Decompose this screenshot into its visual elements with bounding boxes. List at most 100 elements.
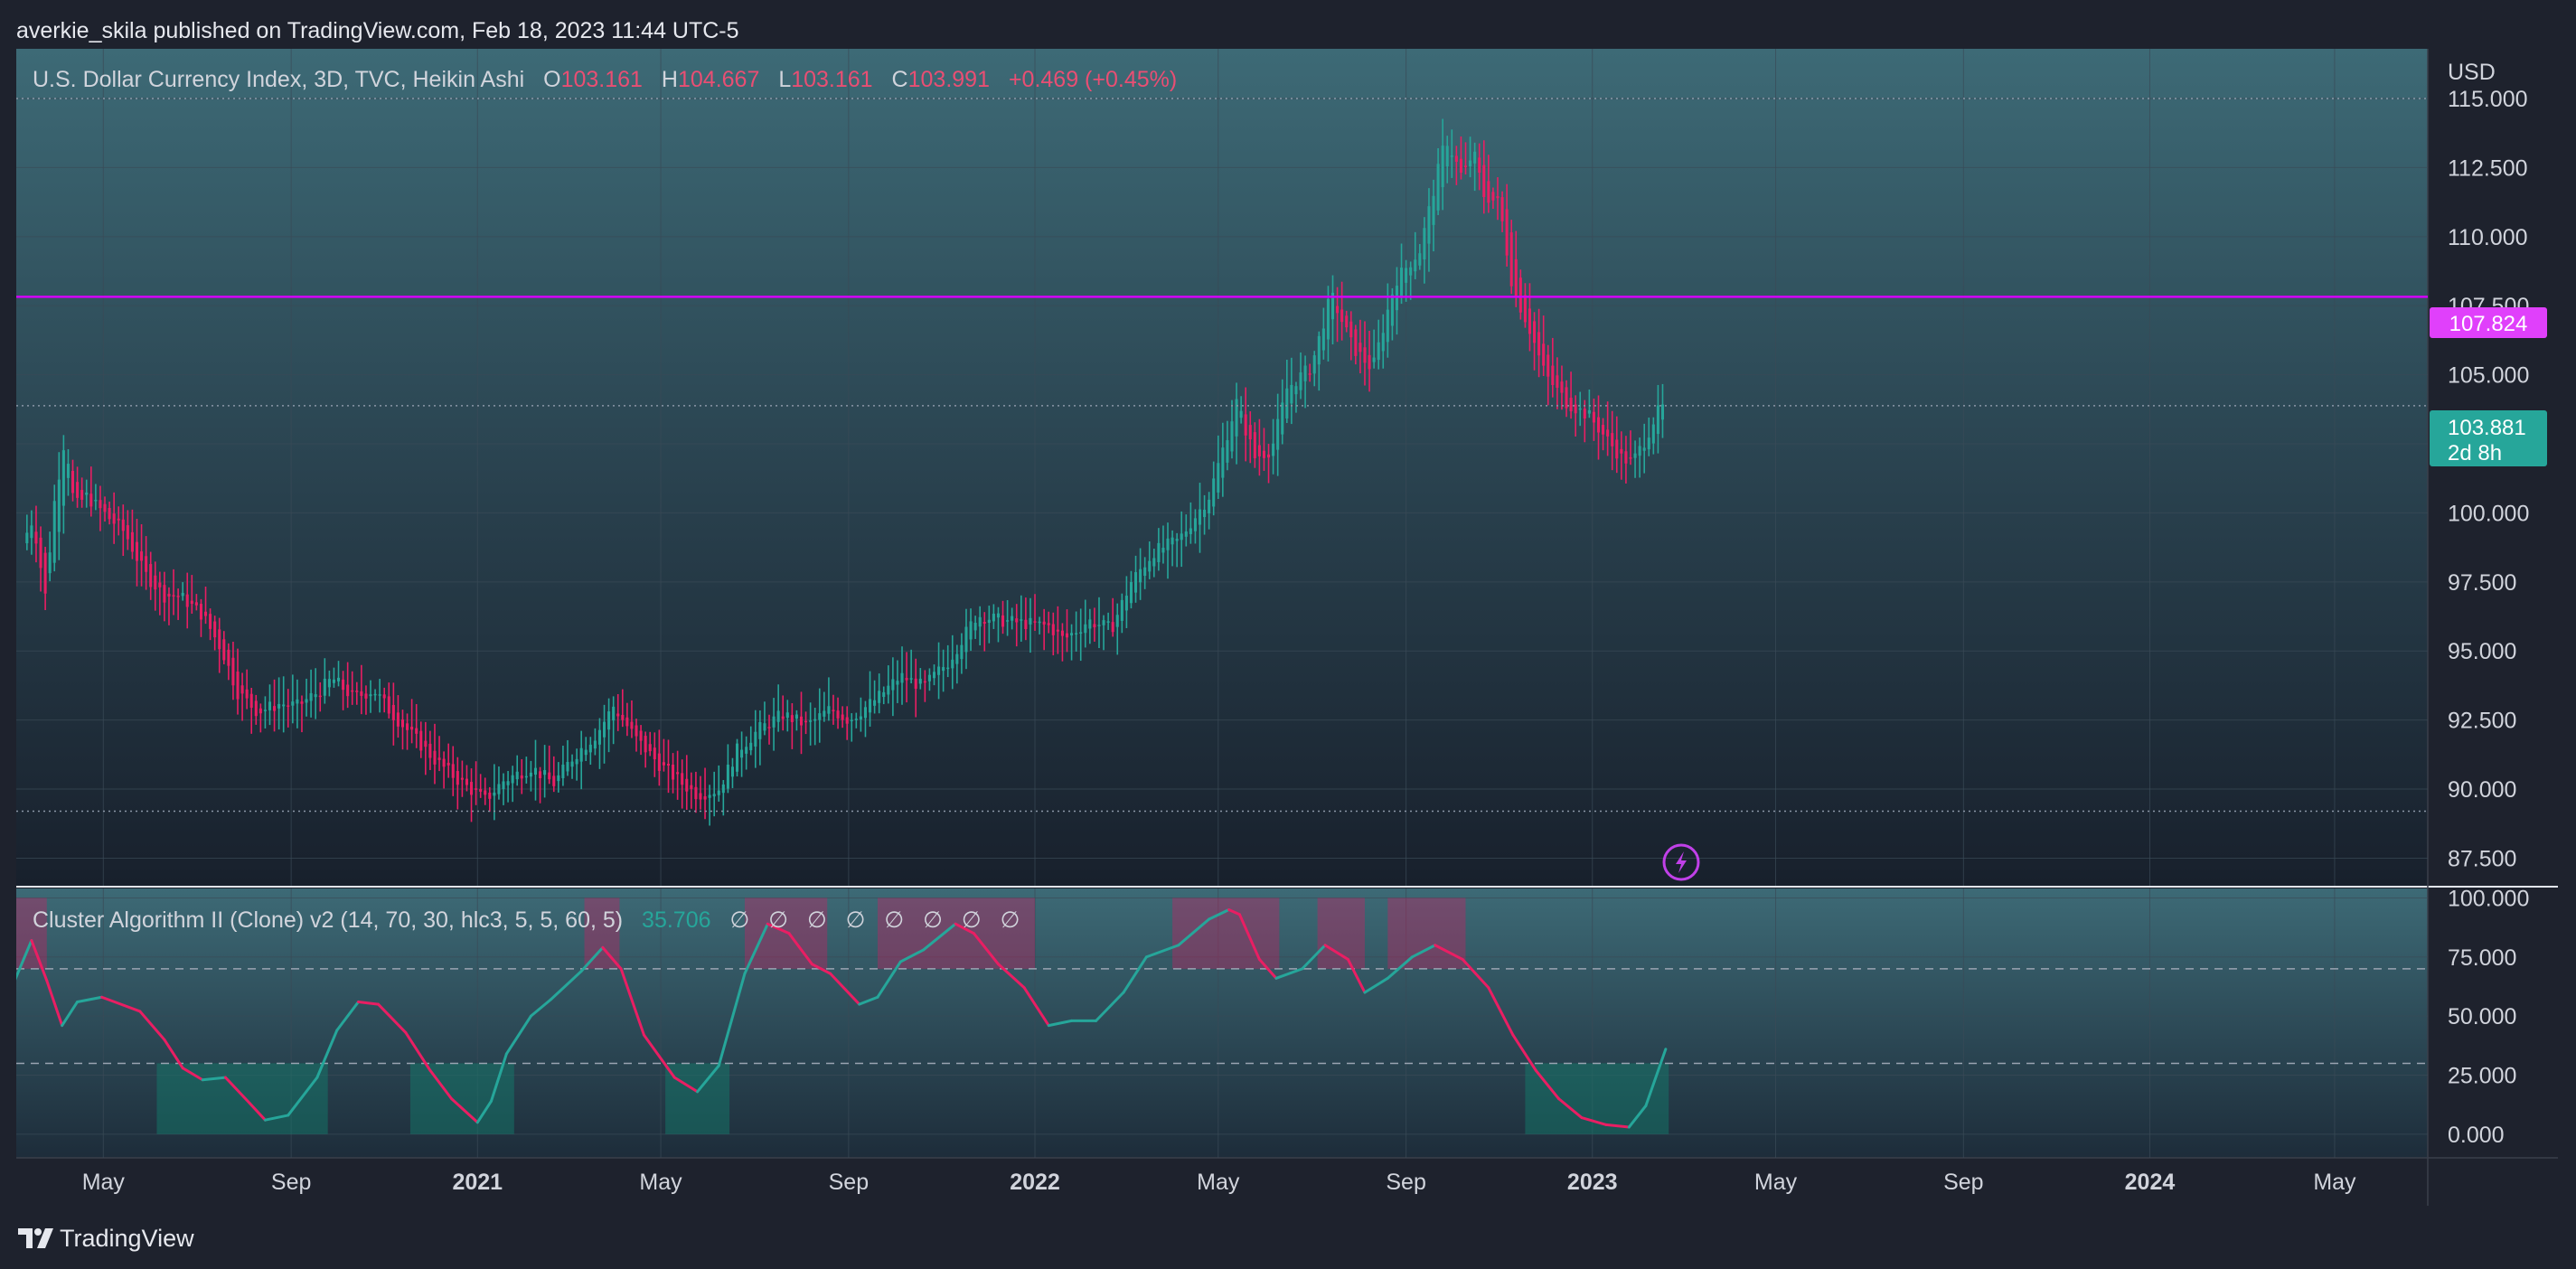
candle-body bbox=[502, 781, 505, 790]
candle-body bbox=[199, 604, 202, 620]
candle-body bbox=[992, 613, 995, 622]
time-tick-label: Sep bbox=[271, 1170, 311, 1195]
candle-body bbox=[813, 719, 817, 721]
candle bbox=[1606, 401, 1610, 456]
candle bbox=[71, 459, 75, 502]
candle bbox=[1363, 321, 1367, 386]
candle bbox=[1308, 363, 1312, 382]
candle-body bbox=[575, 758, 578, 765]
price-tick-label: 92.500 bbox=[2448, 709, 2516, 734]
candle-body bbox=[424, 740, 428, 747]
candle-body bbox=[433, 750, 437, 765]
candle-body bbox=[236, 672, 240, 700]
candle bbox=[282, 676, 286, 733]
candle-body bbox=[346, 684, 350, 697]
candle-body bbox=[785, 712, 789, 719]
candle-body bbox=[1276, 418, 1280, 450]
candle bbox=[841, 706, 844, 728]
oscillator-segment bbox=[287, 1076, 319, 1117]
candle-body bbox=[955, 653, 959, 664]
overbought-zone bbox=[16, 898, 47, 969]
indicator-pane-background bbox=[16, 888, 2428, 1203]
candle bbox=[850, 713, 853, 742]
indicator-tick-label: 0.000 bbox=[2448, 1123, 2505, 1148]
candle bbox=[1409, 261, 1413, 300]
candle bbox=[635, 719, 638, 752]
oscillator-segment bbox=[356, 1000, 380, 1006]
candle-body bbox=[282, 704, 286, 707]
candle-body bbox=[1088, 619, 1092, 629]
candle bbox=[296, 679, 299, 728]
candle-body bbox=[227, 649, 230, 666]
candle bbox=[273, 679, 277, 732]
candle bbox=[300, 695, 304, 733]
time-tick-label: Sep bbox=[1386, 1170, 1425, 1195]
candle bbox=[314, 668, 317, 719]
lightning-icon[interactable] bbox=[1662, 843, 1700, 881]
candle bbox=[1033, 594, 1037, 631]
indicator-title[interactable]: Cluster Algorithm II (Clone) v2 (14, 70,… bbox=[33, 907, 623, 933]
candle-body bbox=[1193, 518, 1197, 531]
oscillator-segment bbox=[1627, 1104, 1648, 1129]
candle-body bbox=[406, 723, 409, 730]
candle-body bbox=[1321, 328, 1325, 351]
candle bbox=[222, 631, 226, 664]
candle-body bbox=[1377, 342, 1380, 361]
candle bbox=[236, 648, 240, 715]
candle bbox=[1500, 191, 1504, 232]
oscillator-segment bbox=[1237, 913, 1261, 961]
candle bbox=[909, 649, 913, 684]
oscillator-segment bbox=[1557, 1097, 1584, 1120]
candle-body bbox=[960, 644, 964, 660]
symbol-name[interactable]: U.S. Dollar Currency Index, 3D, TVC, Hei… bbox=[33, 67, 524, 92]
candle bbox=[1560, 365, 1564, 410]
oscillator-segment bbox=[529, 998, 552, 1018]
candle-body bbox=[1139, 569, 1142, 583]
candle bbox=[992, 604, 995, 629]
candle-body bbox=[630, 721, 634, 729]
candle bbox=[736, 738, 739, 777]
candle-body bbox=[419, 730, 423, 751]
candle bbox=[699, 776, 702, 810]
candle bbox=[1574, 395, 1577, 437]
candle bbox=[163, 571, 166, 622]
oscillator-segment bbox=[45, 979, 64, 1028]
indicator-legend[interactable]: Cluster Algorithm II (Clone) v2 (14, 70,… bbox=[33, 907, 1020, 933]
candle-body bbox=[39, 537, 42, 569]
candle bbox=[112, 492, 116, 544]
candle-body bbox=[1198, 509, 1202, 525]
candle-body bbox=[254, 700, 258, 717]
candle bbox=[588, 737, 592, 766]
chart-svg[interactable]: 115.000112.500110.000107.500105.000102.5… bbox=[16, 49, 2558, 1206]
candle bbox=[190, 575, 193, 614]
tradingview-logo[interactable]: TradingView bbox=[18, 1220, 194, 1256]
time-tick-label: May bbox=[82, 1170, 126, 1195]
candle-body bbox=[625, 717, 629, 727]
candle-body bbox=[268, 701, 272, 710]
candle bbox=[167, 587, 171, 625]
candle bbox=[1423, 217, 1426, 284]
candle-body bbox=[1381, 333, 1385, 352]
candle bbox=[621, 689, 625, 728]
candle bbox=[1262, 428, 1265, 471]
candle bbox=[52, 484, 56, 572]
candle-body bbox=[891, 679, 895, 691]
oscillator-segment bbox=[489, 1052, 508, 1103]
candle bbox=[1038, 616, 1041, 634]
low-label: L bbox=[778, 67, 791, 92]
overbought-zone bbox=[1387, 898, 1466, 969]
candle-body bbox=[1454, 155, 1458, 162]
candle-body bbox=[34, 531, 38, 544]
candle bbox=[794, 710, 798, 731]
chart-frame[interactable]: 115.000112.500110.000107.500105.000102.5… bbox=[16, 49, 2558, 1206]
candle-body bbox=[263, 710, 267, 711]
candle bbox=[154, 561, 157, 611]
high-value: 104.667 bbox=[678, 67, 759, 92]
candle-body bbox=[758, 721, 762, 739]
candle bbox=[932, 664, 936, 686]
candle bbox=[158, 571, 162, 616]
candle-body bbox=[1386, 309, 1389, 343]
candle-body bbox=[145, 556, 148, 572]
symbol-legend[interactable]: U.S. Dollar Currency Index, 3D, TVC, Hei… bbox=[33, 67, 1177, 92]
candle bbox=[1024, 597, 1028, 641]
